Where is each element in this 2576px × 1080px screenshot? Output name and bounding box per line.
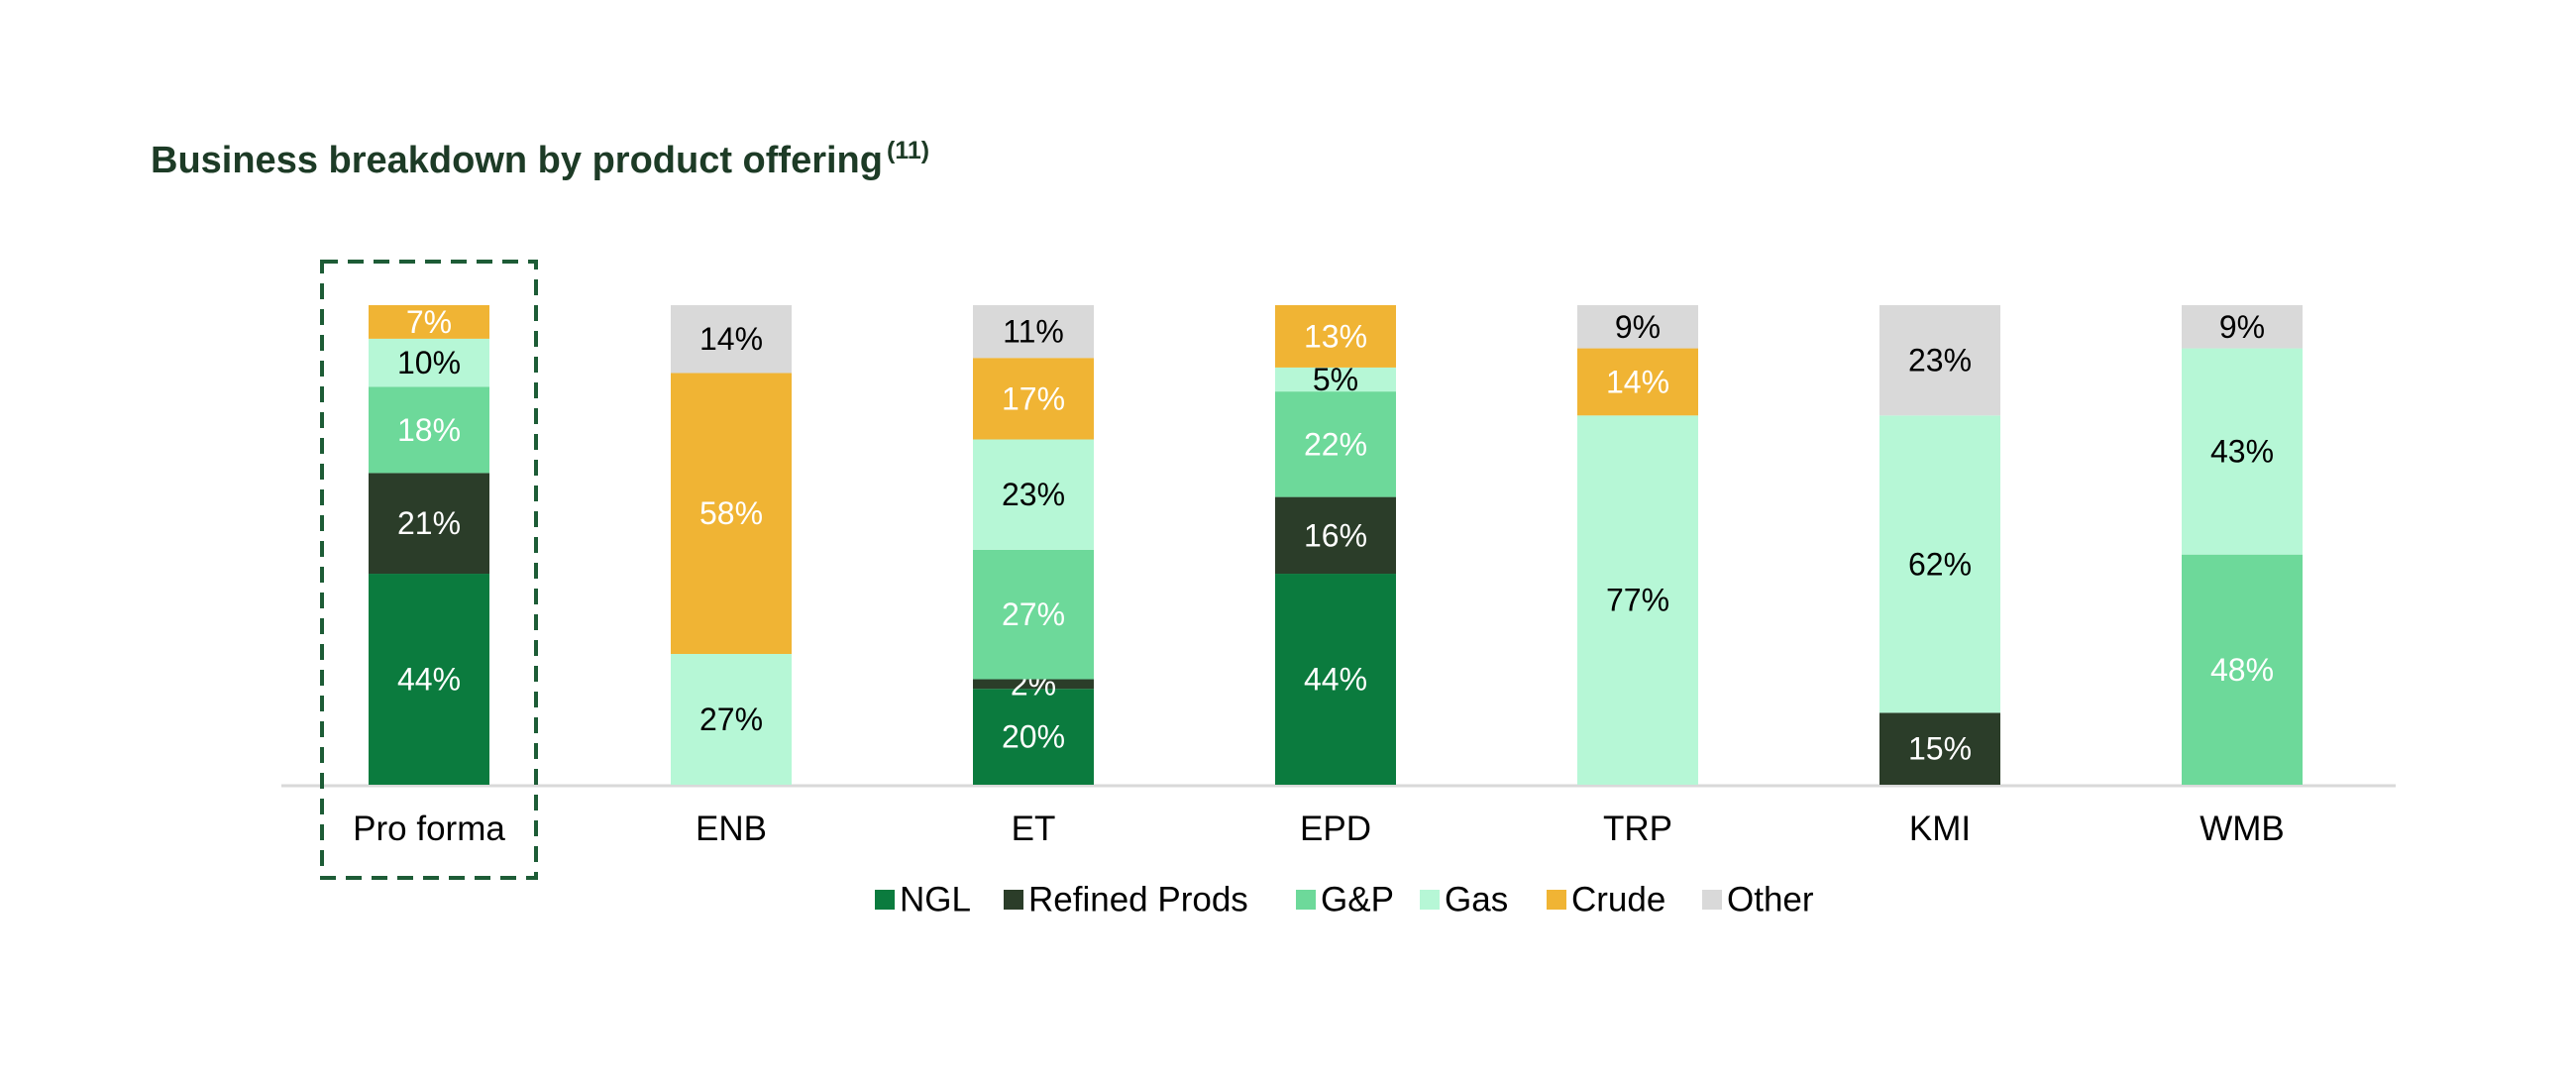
data-label-trp-other: 9%: [1615, 309, 1661, 345]
data-label-epd-ngl: 44%: [1304, 662, 1367, 698]
bar-segment-et-ngl: [973, 689, 1094, 785]
category-label-trp: TRP: [1603, 810, 1672, 848]
legend-swatch-other: [1702, 890, 1722, 910]
data-label-pro-forma-gandp: 18%: [397, 412, 461, 448]
data-label-et-gas: 23%: [1002, 477, 1065, 512]
legend-swatch-refined-prods: [1004, 890, 1023, 910]
bar-segment-wmb-gas: [2182, 348, 2303, 555]
data-label-et-gandp: 27%: [1002, 596, 1065, 632]
bar-segment-kmi-refined-prods: [1879, 712, 2000, 785]
data-label-et-crude: 17%: [1002, 380, 1065, 416]
bar-segment-enb-crude: [671, 373, 792, 654]
highlight-box-pro-forma: [320, 260, 538, 880]
data-label-trp-crude: 14%: [1606, 364, 1669, 399]
legend-swatch-gandp: [1296, 890, 1316, 910]
data-label-pro-forma-gas: 10%: [397, 345, 461, 380]
bar-segment-trp-gas: [1577, 415, 1698, 785]
bar-segment-pro-forma-refined-prods: [369, 473, 489, 575]
bar-segment-pro-forma-crude: [369, 305, 489, 339]
data-label-kmi-gas: 62%: [1908, 546, 1972, 582]
bar-segment-pro-forma-ngl: [369, 574, 489, 785]
legend-swatch-ngl: [875, 890, 895, 910]
data-label-epd-gandp: 22%: [1304, 426, 1367, 462]
data-label-et-ngl: 20%: [1002, 719, 1065, 755]
bar-segment-epd-gas: [1275, 367, 1396, 392]
bar-segment-et-other: [973, 305, 1094, 359]
bar-segment-wmb-other: [2182, 305, 2303, 349]
data-label-pro-forma-crude: 7%: [406, 304, 452, 340]
bar-segment-epd-gandp: [1275, 391, 1396, 497]
category-label-pro-forma: Pro forma: [353, 810, 505, 848]
bar-segment-epd-ngl: [1275, 574, 1396, 785]
category-label-enb: ENB: [696, 810, 767, 848]
legend-label-other: Other: [1727, 881, 1814, 919]
chart-title: Business breakdown by product offering (1…: [151, 137, 930, 181]
data-label-enb-other: 14%: [699, 321, 763, 357]
legend-label-gandp: G&P: [1321, 881, 1394, 919]
data-label-trp-gas: 77%: [1606, 583, 1669, 618]
bar-segment-enb-other: [671, 305, 792, 374]
data-label-kmi-refined-prods: 15%: [1908, 731, 1972, 767]
legend-swatch-gas: [1420, 890, 1440, 910]
bar-segment-enb-gas: [671, 654, 792, 785]
category-label-kmi: KMI: [1909, 810, 1971, 848]
title-footnote: (11): [886, 137, 930, 164]
data-label-epd-gas: 5%: [1313, 362, 1358, 397]
bar-segment-trp-other: [1577, 305, 1698, 349]
bar-segment-et-crude: [973, 358, 1094, 440]
category-label-et: ET: [1012, 810, 1056, 848]
category-label-epd: EPD: [1300, 810, 1371, 848]
bar-segment-kmi-other: [1879, 305, 2000, 416]
bar-segment-epd-refined-prods: [1275, 496, 1396, 575]
data-label-wmb-gandp: 48%: [2210, 652, 2274, 688]
legend-label-crude: Crude: [1571, 881, 1665, 919]
data-label-wmb-gas: 43%: [2210, 434, 2274, 470]
data-label-epd-refined-prods: 16%: [1304, 517, 1367, 553]
category-label-wmb: WMB: [2200, 810, 2285, 848]
bar-segment-et-refined-prods: [973, 679, 1094, 690]
data-label-et-other: 11%: [1003, 314, 1064, 350]
data-label-pro-forma-refined-prods: 21%: [397, 505, 461, 541]
data-label-pro-forma-ngl: 44%: [397, 662, 461, 698]
bar-segment-kmi-gas: [1879, 415, 2000, 713]
bar-segment-trp-crude: [1577, 348, 1698, 416]
bar-segment-wmb-gandp: [2182, 554, 2303, 785]
bar-segment-epd-crude: [1275, 305, 1396, 368]
bar-segment-pro-forma-gas: [369, 338, 489, 387]
data-label-enb-gas: 27%: [699, 702, 763, 737]
legend-label-gas: Gas: [1445, 881, 1508, 919]
bar-segment-et-gas: [973, 439, 1094, 550]
bar-segment-pro-forma-gandp: [369, 386, 489, 474]
data-label-kmi-other: 23%: [1908, 343, 1972, 378]
legend-label-refined-prods: Refined Prods: [1028, 881, 1248, 919]
data-label-epd-crude: 13%: [1304, 318, 1367, 354]
legend-label-ngl: NGL: [900, 881, 971, 919]
data-label-enb-crude: 58%: [699, 495, 763, 531]
legend-swatch-crude: [1547, 890, 1566, 910]
bar-segment-et-gandp: [973, 549, 1094, 680]
data-label-wmb-other: 9%: [2219, 309, 2265, 345]
